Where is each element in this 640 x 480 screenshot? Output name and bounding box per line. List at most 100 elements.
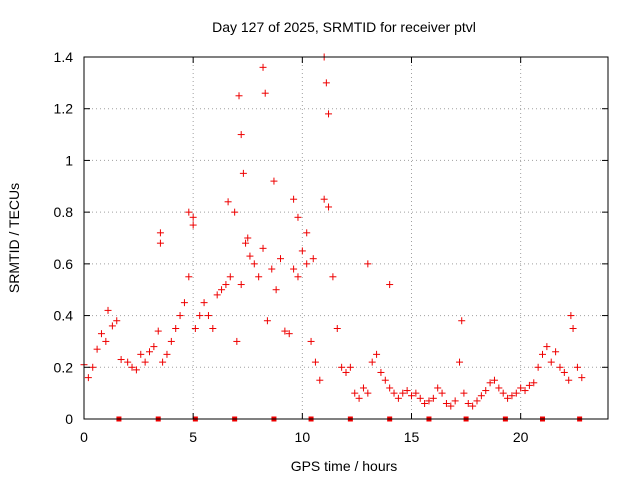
- data-point: [368, 358, 376, 366]
- data-point: [242, 239, 250, 247]
- data-point: [473, 397, 481, 405]
- x-axis-label: GPS time / hours: [291, 458, 398, 474]
- y-tick-label: 0.8: [54, 204, 74, 220]
- data-point: [259, 63, 267, 71]
- data-point: [359, 384, 367, 392]
- data-point: [128, 363, 136, 371]
- data-point: [108, 322, 116, 330]
- data-point: [285, 330, 293, 338]
- chart-title: Day 127 of 2025, SRMTID for receiver ptv…: [212, 19, 476, 35]
- y-tick-label: 1: [65, 152, 73, 168]
- data-point: [294, 213, 302, 221]
- plot-frame: [83, 56, 609, 420]
- x-tick-labels: 0 5 10 15 20: [80, 429, 529, 445]
- data-point: [124, 358, 132, 366]
- data-point: [547, 358, 555, 366]
- data-point: [539, 350, 546, 358]
- data-point: [185, 273, 193, 281]
- data-point: [429, 394, 437, 402]
- data-point: [277, 255, 284, 263]
- data-point: [244, 234, 252, 242]
- data-point: [233, 337, 241, 345]
- data-point: [403, 387, 411, 395]
- data-point: [390, 389, 398, 397]
- data-point: [222, 281, 230, 289]
- data-point: [442, 399, 450, 407]
- data-point: [499, 389, 507, 397]
- data-point: [543, 343, 551, 351]
- data-point: [141, 358, 149, 366]
- data-point: [250, 260, 258, 268]
- data-point: [482, 387, 490, 395]
- data-point: [167, 337, 175, 345]
- grid-layer: [84, 57, 608, 419]
- x-tick-label: 0: [80, 429, 88, 445]
- y-tick-label: 1.2: [54, 101, 74, 117]
- data-point: [333, 325, 341, 332]
- data-point: [386, 384, 394, 392]
- data-point: [255, 273, 263, 281]
- data-point: [508, 392, 516, 400]
- data-point: [320, 195, 328, 203]
- y-tick-labels: 0 0.2 0.4 0.6 0.8 1 1.2 1.4: [54, 49, 74, 427]
- data-point: [477, 392, 485, 400]
- data-point: [196, 312, 204, 320]
- data-point: [490, 376, 498, 384]
- y-tick-label: 0.4: [54, 308, 74, 324]
- data-point: [534, 363, 542, 371]
- data-point: [189, 213, 197, 221]
- data-point: [97, 330, 105, 338]
- data-point: [325, 203, 333, 211]
- data-point: [180, 299, 188, 307]
- data-point: [104, 306, 112, 314]
- data-point: [567, 312, 575, 320]
- data-point: [469, 402, 477, 410]
- y-tick-label: 0.2: [54, 359, 74, 375]
- data-point: [408, 392, 415, 400]
- data-point: [338, 363, 346, 371]
- x-tick-label: 20: [513, 429, 529, 445]
- y-axis-label: SRMTID / TECUs: [6, 183, 22, 293]
- data-point: [224, 198, 232, 206]
- data-point: [355, 394, 363, 402]
- data-point: [89, 363, 97, 371]
- data-point: [351, 389, 359, 397]
- data-point: [377, 368, 385, 376]
- data-point: [521, 387, 529, 395]
- y-tick-label: 0.6: [54, 256, 74, 272]
- data-point: [552, 348, 560, 356]
- data-point: [189, 221, 197, 229]
- data-point: [325, 110, 333, 118]
- data-point: [102, 337, 110, 345]
- data-point: [556, 363, 564, 371]
- data-point: [578, 374, 586, 382]
- y-tick-label: 1.4: [54, 49, 74, 65]
- data-point: [460, 389, 468, 397]
- x-tick-label: 15: [404, 429, 420, 445]
- data-point: [270, 177, 278, 185]
- data-point: [154, 327, 162, 335]
- data-point: [204, 312, 212, 320]
- data-point: [307, 337, 315, 345]
- data-point: [209, 325, 217, 332]
- data-point: [386, 281, 394, 289]
- data-point: [458, 317, 466, 325]
- data-point: [425, 397, 433, 405]
- data-point: [272, 286, 280, 294]
- data-point: [530, 379, 538, 387]
- data-point: [156, 239, 164, 247]
- data-point: [93, 345, 101, 353]
- data-point: [504, 394, 512, 402]
- data-point: [311, 358, 319, 366]
- data-point: [263, 317, 271, 325]
- data-point: [290, 195, 298, 203]
- data-point: [113, 317, 121, 325]
- data-point: [512, 389, 520, 397]
- data-point: [364, 389, 372, 397]
- data-point: [239, 169, 247, 177]
- data-point: [342, 368, 350, 376]
- data-point: [231, 208, 239, 216]
- data-point: [416, 394, 424, 402]
- data-point: [373, 350, 381, 358]
- data-point: [322, 79, 330, 87]
